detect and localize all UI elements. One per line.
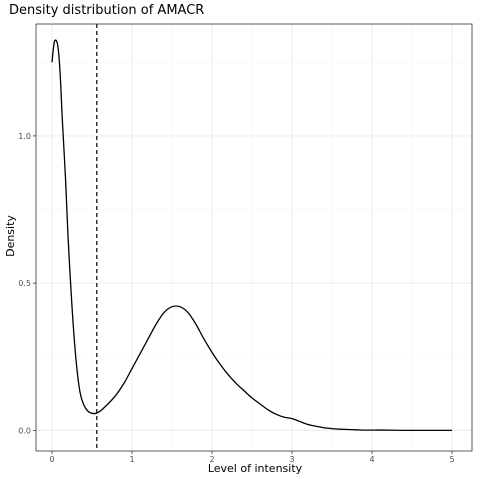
x-axis-title: Level of intensity [208,462,303,475]
x-tick-label: 5 [449,455,454,464]
y-tick-label: 0.0 [18,426,31,435]
x-tick-label: 1 [129,455,134,464]
chart-title: Density distribution of AMACR [9,3,204,18]
y-axis: 0.0 0.5 1.0 [18,132,36,435]
major-grid [36,24,472,451]
y-tick-label: 0.5 [18,279,31,288]
minor-grid [36,24,472,451]
y-tick-label: 1.0 [18,132,31,141]
y-axis-title: Density [4,215,17,257]
x-tick-label: 4 [369,455,374,464]
x-tick-label: 0 [49,455,54,464]
plot-panel [36,24,472,451]
